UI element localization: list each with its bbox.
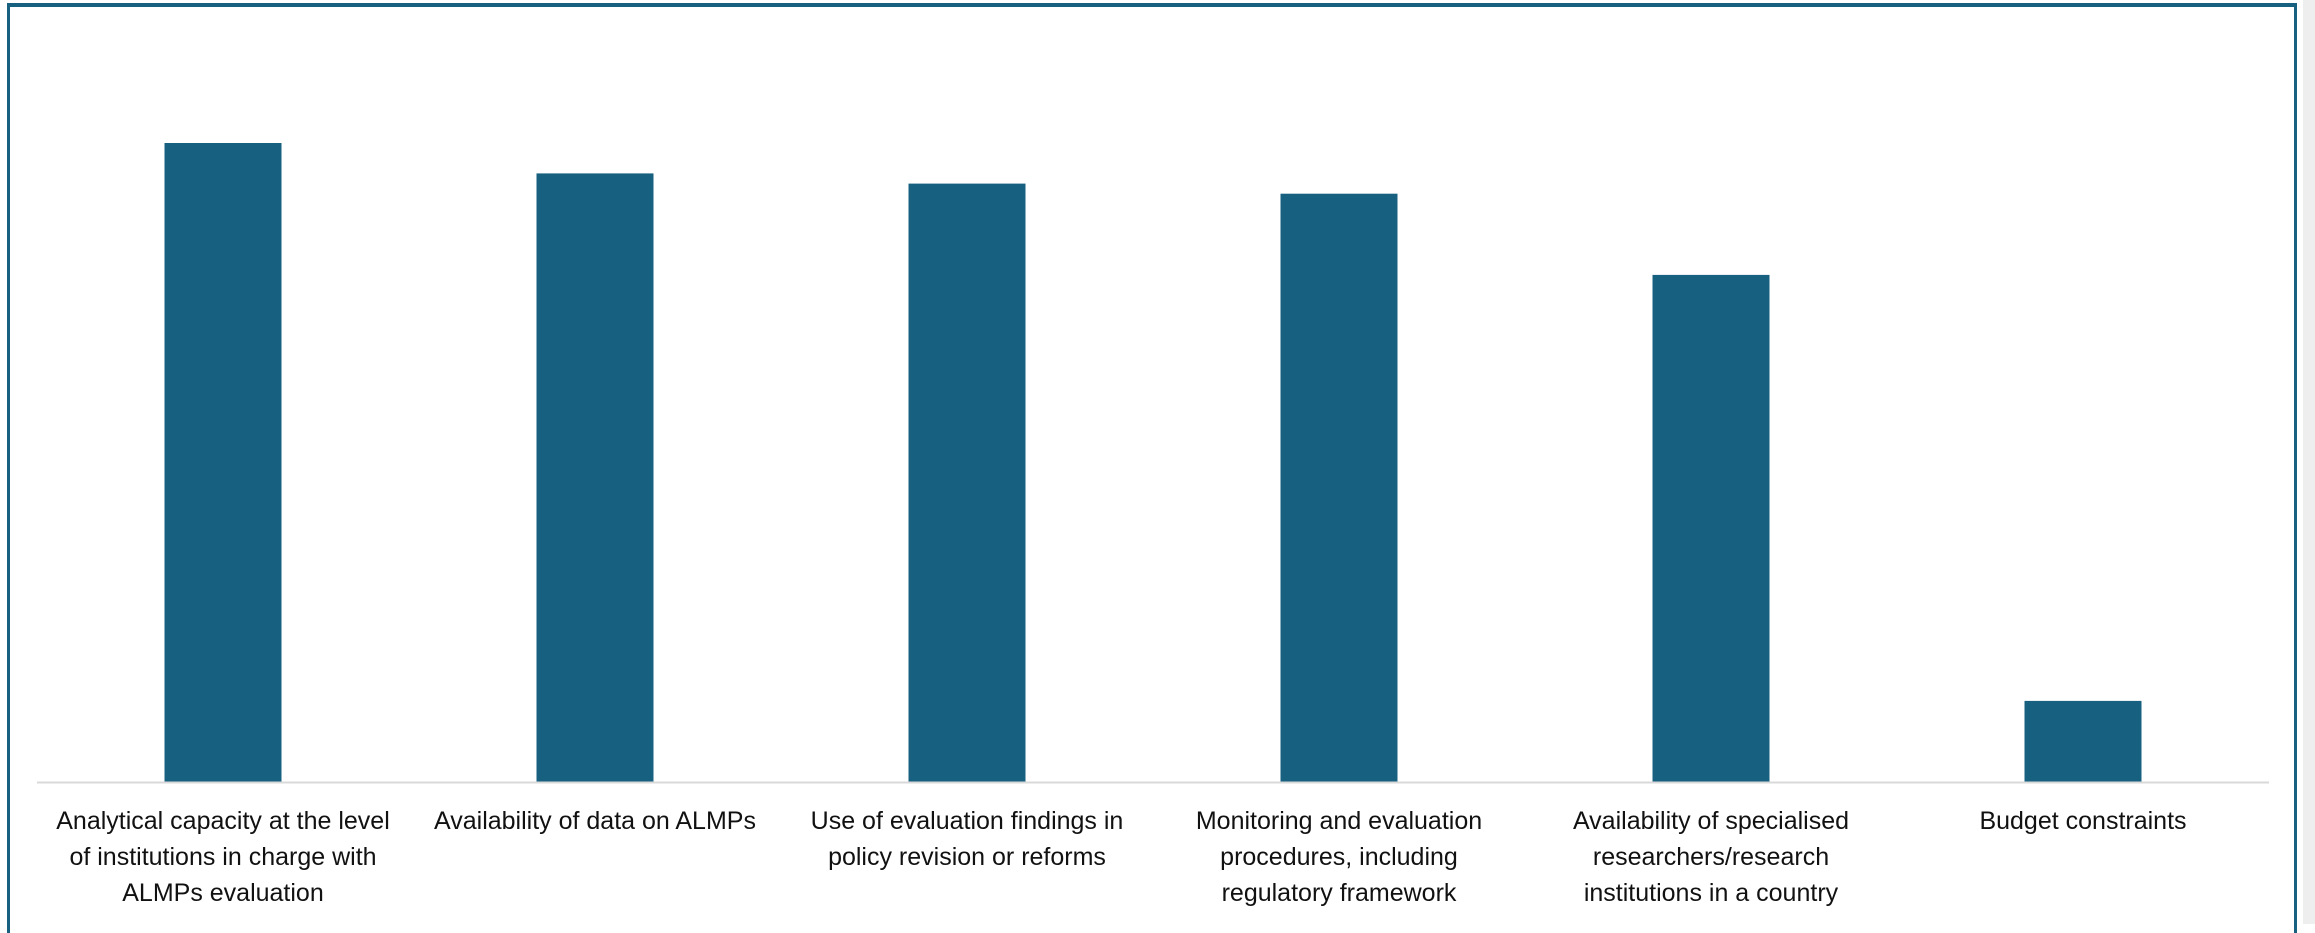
category-label-2: Availability of data on ALMPs [434,807,756,835]
category-label-line: Use of evaluation findings in [811,807,1124,835]
category-label-line: institutions in a country [1584,879,1839,907]
category-label-6: Budget constraints [1979,807,2186,835]
category-label-line: Budget constraints [1979,807,2186,835]
category-label-line: procedures, including [1220,843,1458,871]
bar-6 [2024,700,2142,782]
category-label-line: regulatory framework [1222,879,1457,907]
bar-4 [1280,193,1398,782]
category-label-line: of institutions in charge with [69,843,376,871]
category-label-line: Availability of data on ALMPs [434,807,756,835]
category-label-line: Monitoring and evaluation [1196,807,1482,835]
category-label-line: researchers/research [1593,843,1829,871]
chart-frame [7,3,2297,933]
bar-5 [1652,274,1770,782]
category-label-3: Use of evaluation findings in policy revi… [811,807,1124,871]
right-edge-strip [2303,0,2315,924]
category-label-line: ALMPs evaluation [122,879,324,907]
category-label-5: Availability of specialised researchers/r… [1573,807,1849,907]
category-label-line: Analytical capacity at the level [56,807,390,835]
bar-3 [908,183,1026,783]
category-label-line: Availability of specialised [1573,807,1849,835]
category-label-1: Analytical capacity at the level of insti… [56,807,390,907]
category-labels: Analytical capacity at the level of insti… [56,807,2186,907]
bars [164,143,2142,783]
category-label-4: Monitoring and evaluation procedures, inc… [1196,807,1482,907]
bar-1 [164,143,282,782]
category-label-line: policy revision or reforms [828,843,1106,871]
bar-2 [536,173,654,782]
